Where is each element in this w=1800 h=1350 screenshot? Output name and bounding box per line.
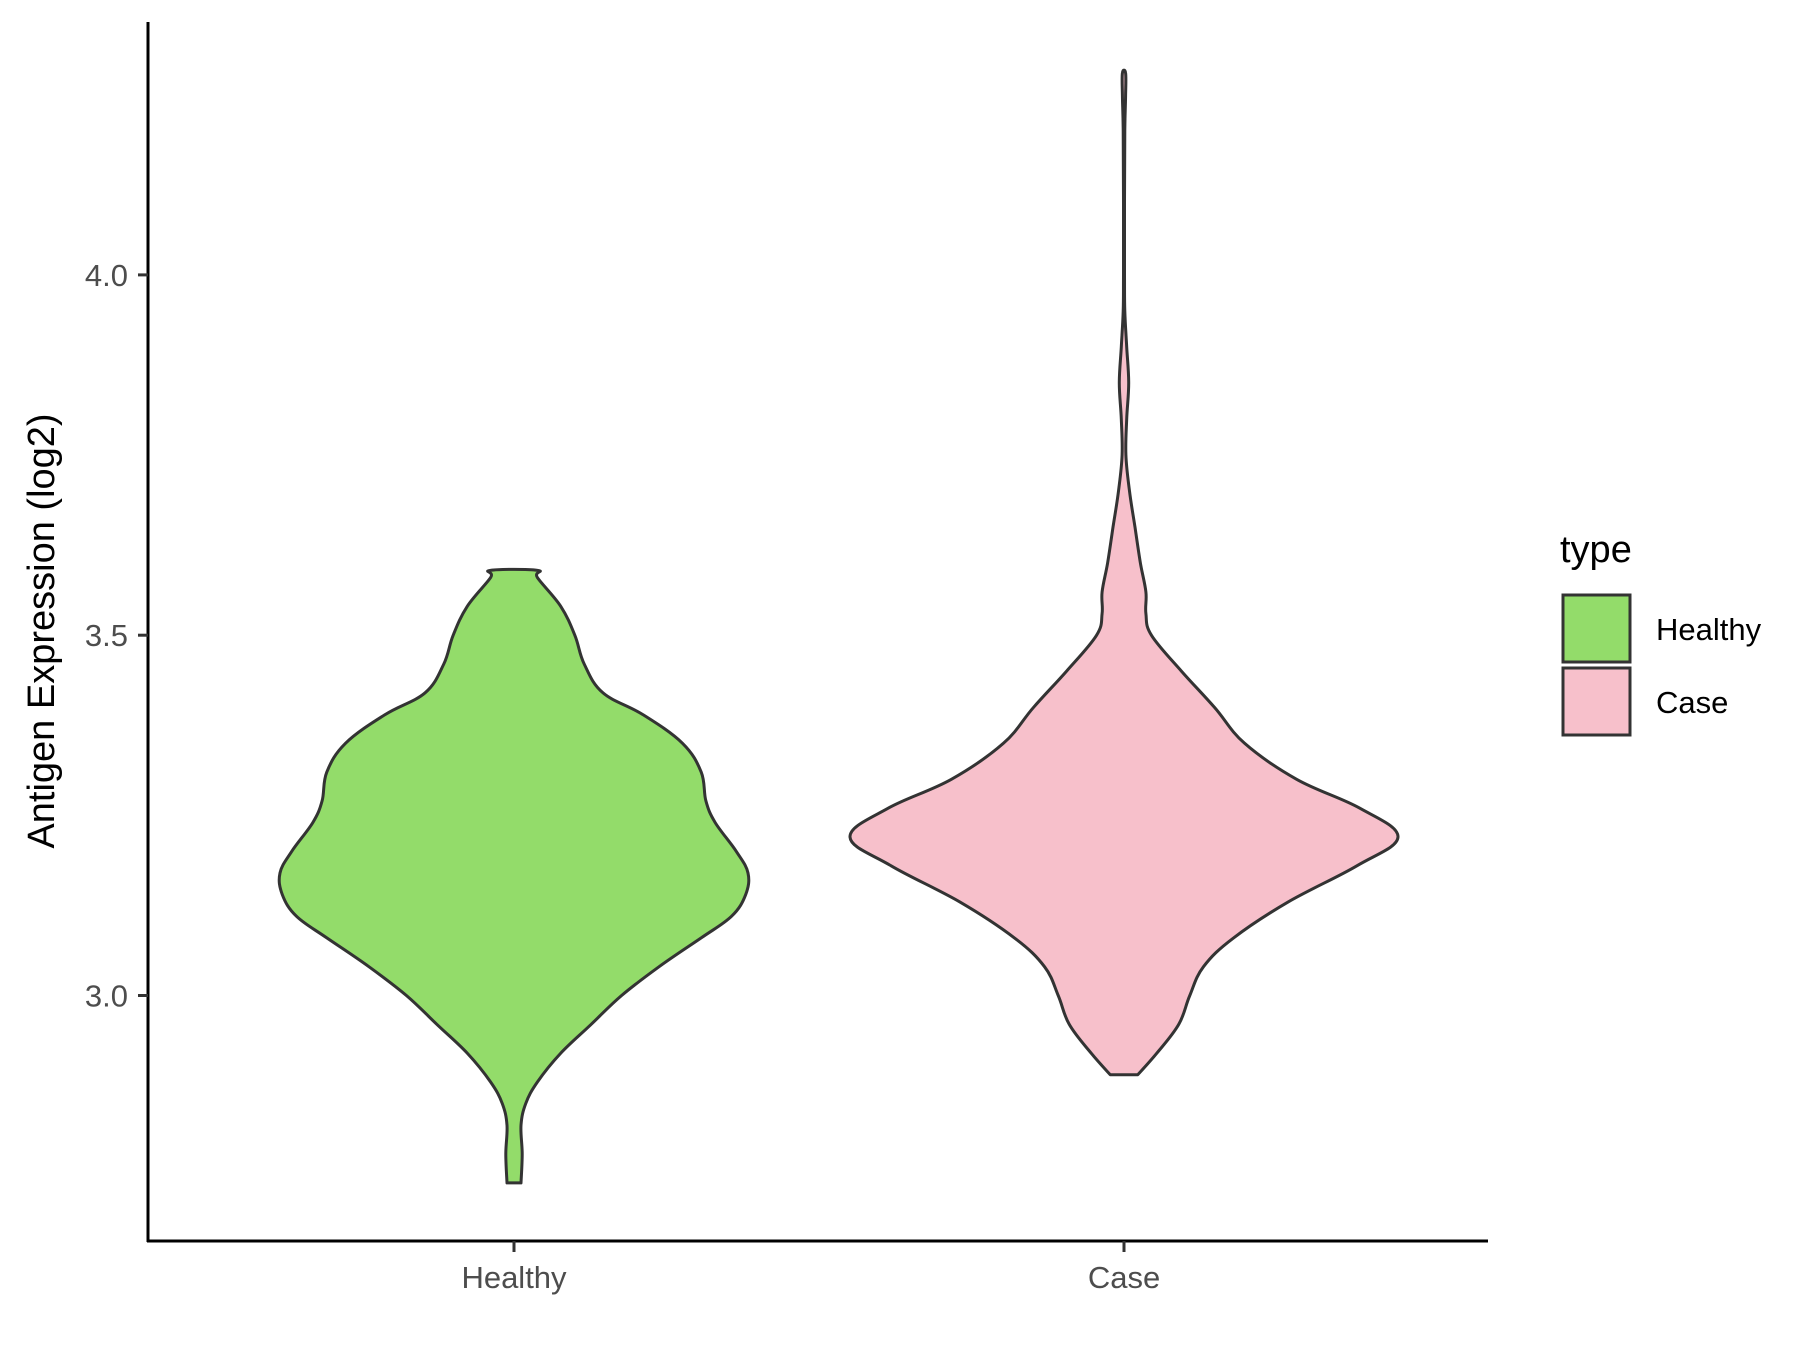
- legend-entries: Healthy Case: [1561, 593, 1762, 737]
- legend-label-healthy: Healthy: [1656, 612, 1762, 647]
- y-ticks: 3.0 3.5 4.0: [85, 258, 148, 1014]
- violin-healthy: [277, 567, 751, 1185]
- x-tick-label: Healthy: [461, 1260, 567, 1295]
- x-tick-label: Case: [1088, 1260, 1160, 1295]
- violin-case: [848, 68, 1400, 1077]
- legend-swatch-healthy: [1561, 593, 1632, 664]
- x-ticks: Healthy Case: [461, 1241, 1160, 1295]
- y-tick-label: 4.0: [85, 258, 128, 293]
- legend-title: type: [1560, 529, 1632, 571]
- axes: [146, 22, 1488, 1243]
- y-axis-title: Antigen Expression (log2): [21, 413, 63, 848]
- legend: type Healthy Case: [1560, 529, 1762, 737]
- y-tick-label: 3.0: [85, 979, 128, 1014]
- y-tick-label: 3.5: [85, 618, 128, 653]
- violins-layer: [277, 68, 1400, 1185]
- legend-swatch-case: [1561, 666, 1632, 737]
- legend-label-case: Case: [1656, 685, 1728, 720]
